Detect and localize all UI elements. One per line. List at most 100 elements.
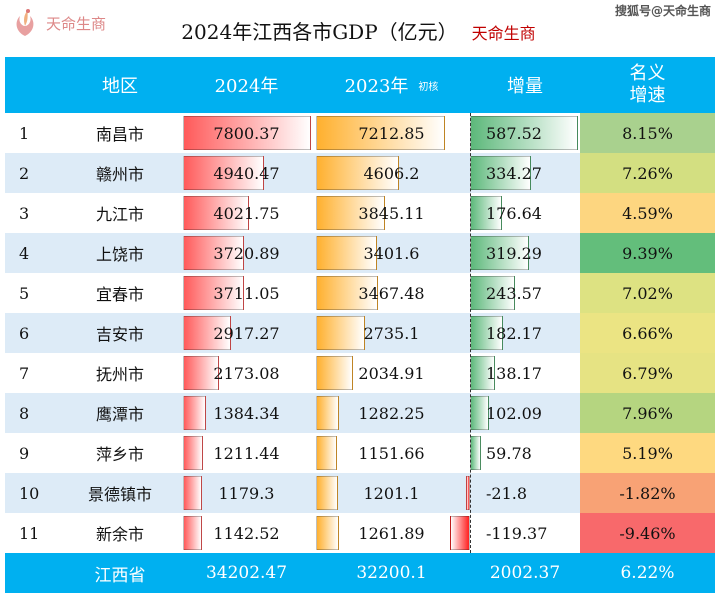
gdp-2023-cell: 7212.85 bbox=[313, 113, 470, 153]
increase-bar bbox=[466, 476, 470, 510]
header-2024: 2024年 bbox=[214, 76, 279, 97]
watermark-text: 天命生商 bbox=[46, 14, 107, 33]
increase-bar bbox=[470, 156, 532, 190]
increase-cell: 59.78 bbox=[470, 433, 580, 473]
increase-cell: 319.29 bbox=[470, 233, 580, 273]
gdp-2024: 1142.52 bbox=[213, 523, 280, 543]
gdp-2024: 1384.34 bbox=[213, 403, 280, 423]
rank: 10 bbox=[19, 483, 40, 503]
gdp-2023-bar bbox=[316, 316, 366, 350]
gdp-2023: 3845.11 bbox=[358, 203, 425, 223]
gdp-2024-bar bbox=[183, 436, 203, 470]
gdp-2023-bar bbox=[316, 236, 378, 270]
gdp-2024-cell: 4021.75 bbox=[180, 193, 313, 233]
gdp-2023: 1261.89 bbox=[358, 523, 425, 543]
rate-cell: 4.59% bbox=[580, 193, 715, 233]
gdp-2024: 3720.89 bbox=[213, 243, 280, 263]
gdp-2024-bar bbox=[183, 396, 206, 430]
increase-cell: 243.57 bbox=[470, 273, 580, 313]
gdp-2024-cell: 3711.05 bbox=[180, 273, 313, 313]
table-row: 10 景德镇市 1179.3 1201.1 -21.8 -1.82% bbox=[5, 473, 715, 513]
increase: 243.57 bbox=[486, 283, 542, 303]
rate-cell: -9.46% bbox=[580, 513, 715, 553]
increase-cell: 102.09 bbox=[470, 393, 580, 433]
gdp-2024-bar bbox=[183, 316, 231, 350]
table-row: 4 上饶市 3720.89 3401.6 319.29 9.39% bbox=[5, 233, 715, 273]
region: 南昌市 bbox=[95, 125, 144, 144]
brand-label: 天命生商 bbox=[471, 24, 536, 43]
increase-cell: 176.64 bbox=[470, 193, 580, 233]
increase: 59.78 bbox=[486, 443, 532, 463]
gdp-table: 地区 2024年 2023年 初核 增量 名义 增速 1 南昌市 7800.37 7… bbox=[5, 57, 715, 593]
total-increase: 2002.37 bbox=[489, 563, 561, 583]
increase-bar bbox=[450, 516, 470, 550]
increase: -119.37 bbox=[486, 523, 548, 543]
header-2023: 2023年 初核 bbox=[313, 57, 470, 113]
gdp-2023-bar bbox=[316, 276, 379, 310]
region: 萍乡市 bbox=[95, 445, 144, 464]
gdp-2024: 4021.75 bbox=[213, 203, 280, 223]
increase: -21.8 bbox=[486, 483, 528, 503]
rate-cell: 9.39% bbox=[580, 233, 715, 273]
sohu-watermark: 搜狐号@天命生商 bbox=[614, 4, 711, 18]
gdp-2023: 2735.1 bbox=[363, 323, 420, 343]
gdp-2024-bar bbox=[183, 476, 203, 510]
gdp-2023-bar bbox=[316, 196, 385, 230]
gdp-2023: 1151.66 bbox=[358, 443, 425, 463]
gdp-2023-bar bbox=[316, 156, 399, 190]
header-2023-note: 初核 bbox=[418, 81, 439, 93]
gdp-2023-bar bbox=[316, 356, 353, 390]
gdp-2023: 1201.1 bbox=[363, 483, 420, 503]
gdp-2024: 2173.08 bbox=[213, 363, 280, 383]
region: 吉安市 bbox=[95, 325, 144, 344]
increase: 587.52 bbox=[486, 123, 542, 143]
gdp-2023-bar bbox=[316, 516, 339, 550]
phoenix-icon bbox=[16, 9, 34, 36]
header-increase: 增量 bbox=[507, 76, 543, 97]
rank: 7 bbox=[19, 363, 30, 383]
increase-axis-line bbox=[470, 113, 471, 553]
increase: 334.27 bbox=[486, 163, 542, 183]
rate-cell: 6.79% bbox=[580, 353, 715, 393]
increase-cell: 182.17 bbox=[470, 313, 580, 353]
gdp-2024-cell: 4940.47 bbox=[180, 153, 313, 193]
rank: 2 bbox=[19, 163, 30, 183]
header-rate-line1: 名义 bbox=[629, 63, 666, 84]
rate-cell: 7.26% bbox=[580, 153, 715, 193]
region: 鹰潭市 bbox=[95, 405, 144, 424]
rank: 5 bbox=[19, 283, 30, 303]
watermark-logo: 天命生商 bbox=[8, 6, 106, 40]
gdp-2024: 2917.27 bbox=[213, 323, 280, 343]
gdp-2023-bar bbox=[316, 476, 338, 510]
increase-cell: 587.52 bbox=[470, 113, 580, 153]
increase-cell: 138.17 bbox=[470, 353, 580, 393]
header-rank bbox=[5, 57, 60, 113]
region: 新余市 bbox=[95, 525, 144, 544]
gdp-2024-bar bbox=[183, 116, 311, 150]
increase-cell: 334.27 bbox=[470, 153, 580, 193]
rank: 9 bbox=[19, 443, 30, 463]
total-row: 江西省 34202.47 32200.1 2002.37 6.22% bbox=[5, 553, 715, 593]
table-row: 3 九江市 4021.75 3845.11 176.64 4.59% bbox=[5, 193, 715, 233]
region: 赣州市 bbox=[95, 165, 144, 184]
region: 景德镇市 bbox=[87, 485, 152, 504]
increase: 138.17 bbox=[486, 363, 542, 383]
table-header: 地区 2024年 2023年 初核 增量 名义 增速 bbox=[5, 57, 715, 113]
increase-bar bbox=[470, 116, 578, 150]
table-row: 1 南昌市 7800.37 7212.85 587.52 8.15% bbox=[5, 113, 715, 153]
gdp-2023: 4606.2 bbox=[363, 163, 420, 183]
gdp-2023-cell: 3467.48 bbox=[313, 273, 470, 313]
rank: 1 bbox=[19, 123, 30, 143]
rate-cell: 5.19% bbox=[580, 433, 715, 473]
gdp-2023: 3401.6 bbox=[363, 243, 420, 263]
gdp-2023-cell: 1151.66 bbox=[313, 433, 470, 473]
increase: 319.29 bbox=[486, 243, 542, 263]
region: 宜春市 bbox=[95, 285, 144, 304]
gdp-2024: 3711.05 bbox=[213, 283, 280, 303]
region: 上饶市 bbox=[95, 245, 144, 264]
title-text: 2024年江西各市GDP（亿元） bbox=[181, 20, 458, 44]
increase-cell: -21.8 bbox=[466, 473, 580, 513]
gdp-2024-bar bbox=[183, 236, 245, 270]
gdp-2024-cell: 2173.08 bbox=[180, 353, 313, 393]
header-region: 地区 bbox=[102, 76, 138, 97]
